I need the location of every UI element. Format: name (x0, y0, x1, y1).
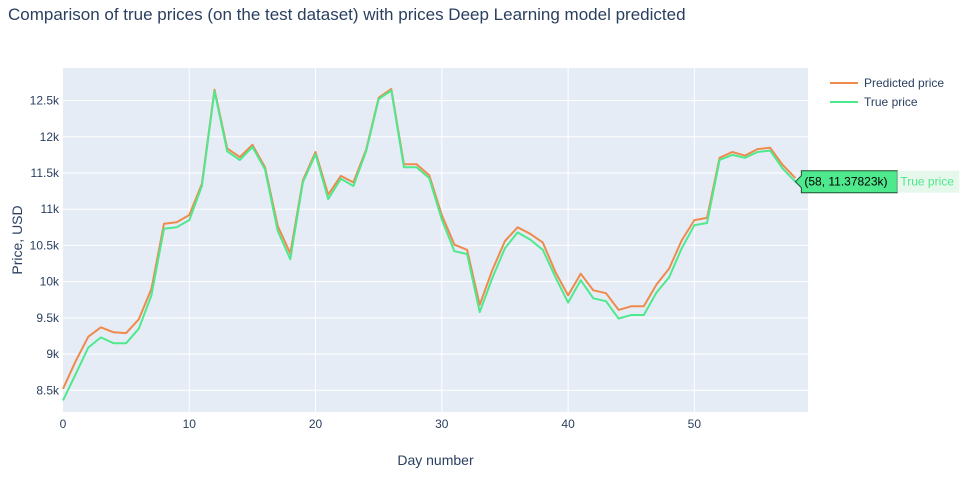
series-lines (62, 88, 797, 401)
plot-area[interactable] (63, 68, 808, 412)
y-tick-label: 8.5k (36, 383, 60, 397)
hover-series-name-bg (897, 170, 960, 193)
y-tick-label: 11.5k (31, 166, 60, 180)
x-axis-ticks: 0 10 20 30 40 50 (60, 417, 702, 431)
y-axis-title: Price, USD (9, 205, 25, 274)
y-tick-label: 9k (46, 347, 60, 361)
hover-tooltip: (58, 11.37823k) True price (794, 170, 960, 194)
hover-label-text: (58, 11.37823k) (804, 175, 887, 189)
legend-label: Predicted price (864, 76, 944, 90)
y-axis-ticks: 8.5k 9k 9.5k 10k 10.5k 11k 11.5k 12k 12.5k (30, 94, 60, 398)
x-axis-title: Day number (397, 452, 474, 468)
x-tick-label: 30 (435, 417, 449, 431)
x-tick-label: 0 (60, 417, 67, 431)
x-tick-label: 40 (561, 417, 575, 431)
legend-label: True price (864, 95, 918, 109)
x-tick-label: 20 (309, 417, 323, 431)
series-line-true (62, 89, 797, 401)
y-tick-label: 11k (41, 202, 60, 216)
y-tick-label: 12k (40, 130, 60, 144)
y-tick-label: 10.5k (30, 238, 60, 252)
y-tick-label: 10k (40, 275, 60, 289)
x-tick-label: 50 (688, 417, 702, 431)
chart-title: Comparison of true prices (on the test d… (8, 5, 686, 24)
series-line-predicted (62, 88, 797, 390)
y-tick-label: 12.5k (30, 94, 60, 108)
hover-series-name: True price (900, 175, 954, 189)
x-tick-label: 10 (183, 417, 197, 431)
legend: Predicted price True price (830, 76, 944, 109)
y-tick-label: 9.5k (36, 311, 60, 325)
